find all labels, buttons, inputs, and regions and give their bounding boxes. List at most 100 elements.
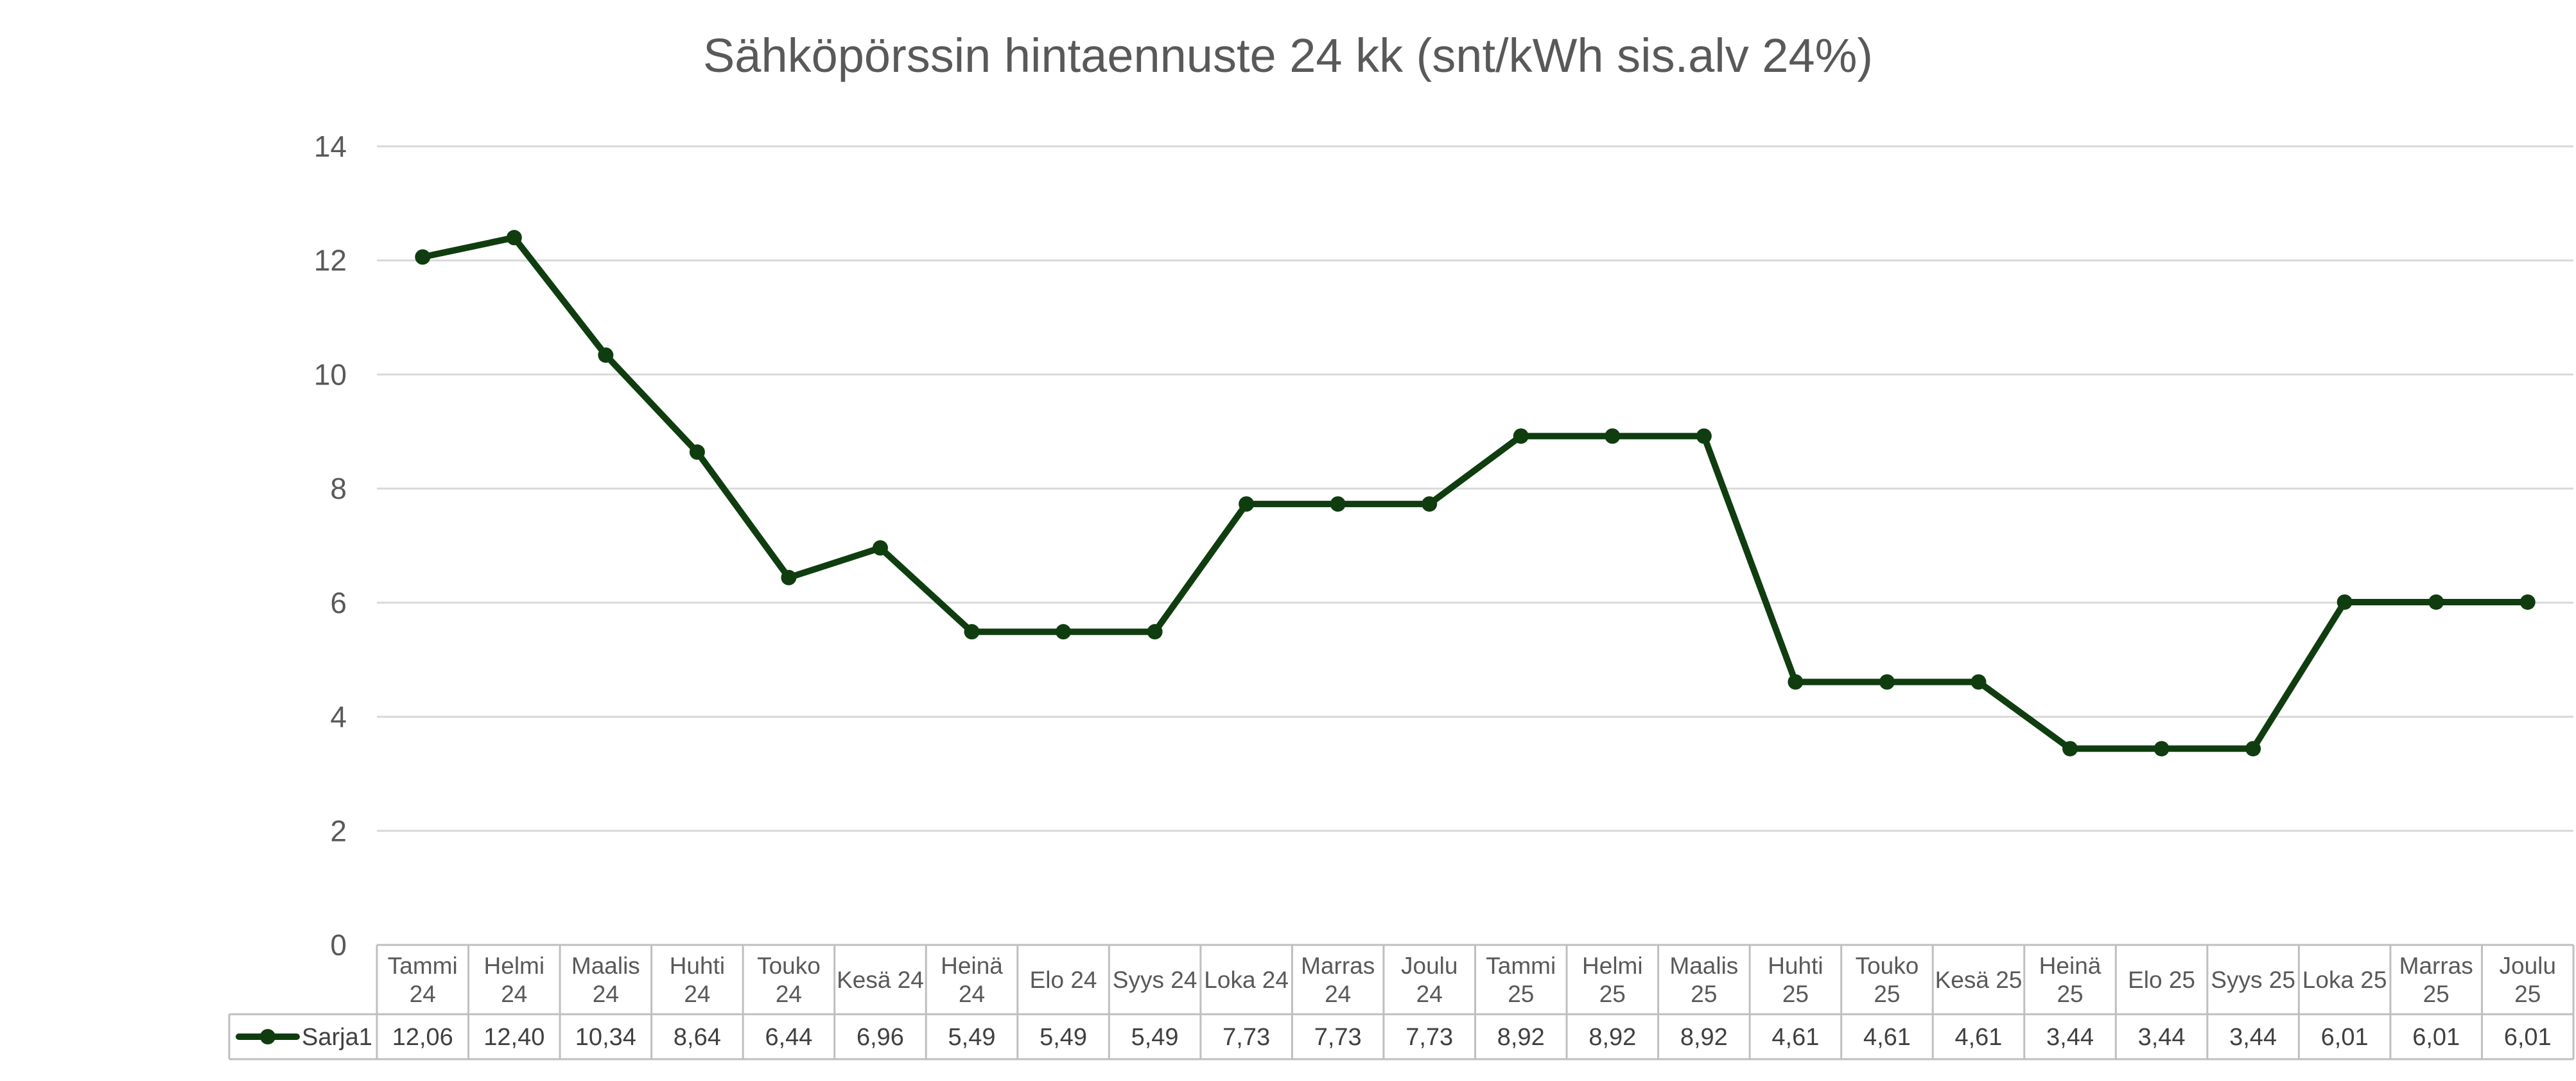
y-tick-label: 12: [314, 244, 347, 277]
data-label: 8,92: [1680, 1024, 1728, 1051]
category-label: 25: [1599, 981, 1626, 1007]
data-point: [2154, 741, 2170, 757]
category-label: Elo 25: [2128, 967, 2195, 993]
data-point: [1513, 428, 1529, 444]
category-label: 24: [501, 981, 527, 1007]
data-label: 5,49: [1040, 1024, 1087, 1051]
category-label: 24: [1325, 981, 1351, 1007]
category-label: 25: [1691, 981, 1717, 1007]
legend-marker: [260, 1029, 275, 1044]
data-label: 4,61: [1863, 1024, 1911, 1051]
category-label: Kesä 24: [837, 967, 924, 993]
data-label: 12,06: [392, 1024, 453, 1051]
data-table: Tammi2412,06Helmi2412,40Maalis2410,34Huh…: [228, 944, 2575, 1060]
data-label: 12,40: [483, 1024, 544, 1051]
data-point: [415, 249, 431, 265]
y-tick-label: 14: [314, 130, 347, 163]
data-point: [1147, 624, 1163, 640]
category-label: 25: [1874, 981, 1900, 1007]
data-point: [1879, 674, 1895, 690]
data-point: [781, 569, 797, 585]
category-label: Helmi: [484, 953, 545, 979]
y-tick-label: 10: [314, 358, 347, 391]
category-label: 25: [1508, 981, 1534, 1007]
legend-label: Sarja1: [302, 1024, 372, 1051]
category-label: Marras: [2399, 953, 2473, 979]
legend: Sarja1: [236, 1024, 372, 1051]
data-point: [1239, 496, 1255, 512]
data-label: 7,73: [1223, 1024, 1270, 1051]
data-point: [506, 230, 522, 246]
category-label: Joulu: [2500, 953, 2556, 979]
category-label: Heinä: [941, 953, 1003, 979]
chart-title: Sähköpörssin hintaennuste 24 kk (snt/kWh…: [703, 29, 1873, 82]
category-label: Kesä 25: [1935, 967, 2023, 993]
y-tick-label: 2: [330, 814, 347, 847]
category-label: Elo 24: [1030, 967, 1097, 993]
gridlines: [377, 145, 2573, 832]
data-label: 6,96: [857, 1024, 904, 1051]
data-label: 7,73: [1314, 1024, 1362, 1051]
category-label: Touko: [1856, 953, 1919, 979]
data-label: 6,44: [765, 1024, 812, 1051]
category-label: Syys 24: [1113, 967, 1197, 993]
data-point: [2428, 594, 2444, 610]
category-label: Marras: [1301, 953, 1375, 979]
series-sarja1: [415, 230, 2536, 757]
data-point: [1605, 428, 1621, 444]
y-tick-label: 4: [330, 700, 347, 734]
data-label: 6,01: [2321, 1024, 2369, 1051]
data-point: [1971, 674, 1987, 690]
y-tick-label: 0: [330, 928, 347, 962]
category-label: 25: [2514, 981, 2541, 1007]
data-point: [2519, 594, 2536, 610]
data-label: 6,01: [2504, 1024, 2552, 1051]
data-label: 5,49: [948, 1024, 996, 1051]
data-label: 4,61: [1771, 1024, 1819, 1051]
category-label: Loka 25: [2302, 967, 2387, 993]
category-label: 25: [2057, 981, 2083, 1007]
data-label: 4,61: [1954, 1024, 2002, 1051]
category-label: Touko: [757, 953, 821, 979]
y-tick-label: 6: [330, 586, 347, 619]
category-label: 25: [1782, 981, 1809, 1007]
data-point: [1422, 496, 1438, 512]
data-label: 3,44: [2138, 1024, 2186, 1051]
series-line: [419, 234, 2531, 752]
data-point: [1330, 496, 1346, 512]
data-point: [1696, 428, 1712, 444]
data-label: 6,01: [2412, 1024, 2460, 1051]
data-point: [2337, 594, 2353, 610]
category-label: 24: [593, 981, 619, 1007]
y-axis: 0 2 4 6 8 10 12 14: [314, 130, 347, 962]
category-label: 24: [410, 981, 436, 1007]
category-label: Loka 24: [1204, 967, 1289, 993]
category-label: 24: [776, 981, 802, 1007]
data-point: [964, 624, 980, 640]
category-label: Joulu: [1401, 953, 1458, 979]
data-label: 3,44: [2046, 1024, 2094, 1051]
category-label: 25: [2423, 981, 2450, 1007]
data-label: 3,44: [2229, 1024, 2277, 1051]
data-point: [1056, 624, 1072, 640]
category-label: Helmi: [1582, 953, 1643, 979]
category-label: Tammi: [1486, 953, 1556, 979]
category-label: Syys 25: [2211, 967, 2295, 993]
data-point: [2245, 741, 2261, 757]
data-point: [2062, 741, 2078, 757]
data-label: 7,73: [1405, 1024, 1453, 1051]
category-label: 24: [959, 981, 985, 1007]
data-label: 8,92: [1497, 1024, 1545, 1051]
data-point: [598, 347, 614, 363]
data-label: 8,92: [1588, 1024, 1636, 1051]
category-label: 24: [1416, 981, 1443, 1007]
category-label: Maalis: [571, 953, 640, 979]
category-label: Heinä: [2039, 953, 2102, 979]
data-label: 8,64: [674, 1024, 721, 1051]
y-tick-label: 8: [330, 472, 347, 505]
data-label: 5,49: [1131, 1024, 1179, 1051]
category-label: 24: [684, 981, 710, 1007]
data-point: [689, 444, 705, 460]
data-label: 10,34: [575, 1024, 636, 1051]
